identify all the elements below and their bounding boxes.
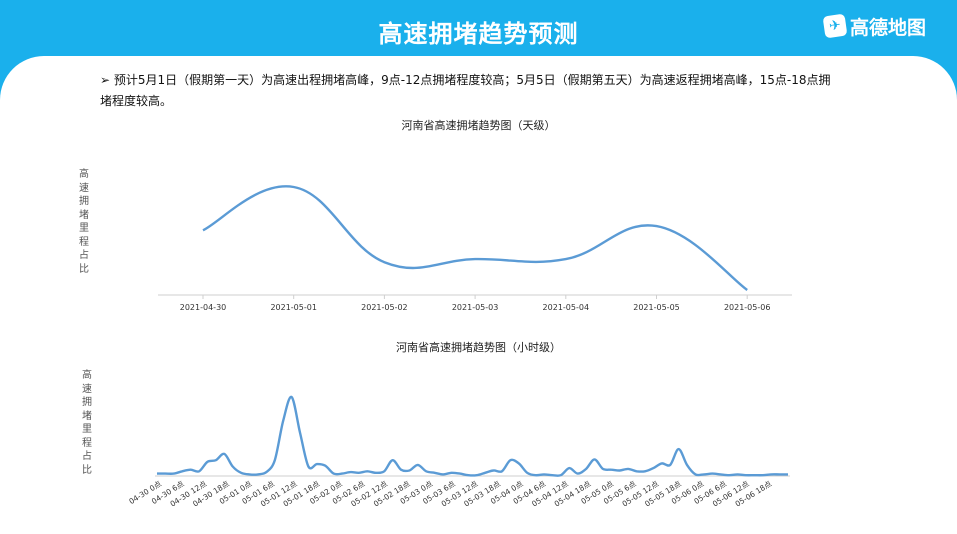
daily-x-tick-label: 2021-04-30 [180, 303, 227, 312]
page-title: 高速拥堵趋势预测 [378, 20, 579, 48]
hourly-series-line [156, 395, 789, 477]
daily-chart-ylabel: 高速拥堵里程占比 [79, 169, 89, 275]
daily-chart-title: 河南省高速拥堵趋势图（天级） [401, 119, 556, 132]
daily-x-tick-label: 2021-05-06 [724, 303, 771, 312]
daily-x-tick-label: 2021-05-05 [633, 303, 680, 312]
daily-x-tick-label: 2021-05-02 [361, 303, 408, 312]
daily-series-line [202, 185, 748, 291]
daily-x-tick-label: 2021-05-04 [543, 303, 590, 312]
header-bar: 高速拥堵趋势预测 ✈ 高德地图 [0, 0, 957, 60]
daily-x-tick-label: 2021-05-03 [452, 303, 499, 312]
brand-logo: ✈ 高德地图 [822, 12, 927, 40]
hourly-chart-ylabel: 高速拥堵里程占比 [82, 370, 92, 476]
logo-text: 高德地图 [850, 16, 927, 39]
forecast-description: ➢ 预计5月1日（假期第一天）为高速出程拥堵高峰，9点-12点拥堵程度较高；5月… [100, 73, 831, 108]
hourly-chart-title: 河南省高速拥堵趋势图（小时级） [396, 341, 561, 354]
daily-x-tick-label: 2021-05-01 [270, 303, 317, 312]
